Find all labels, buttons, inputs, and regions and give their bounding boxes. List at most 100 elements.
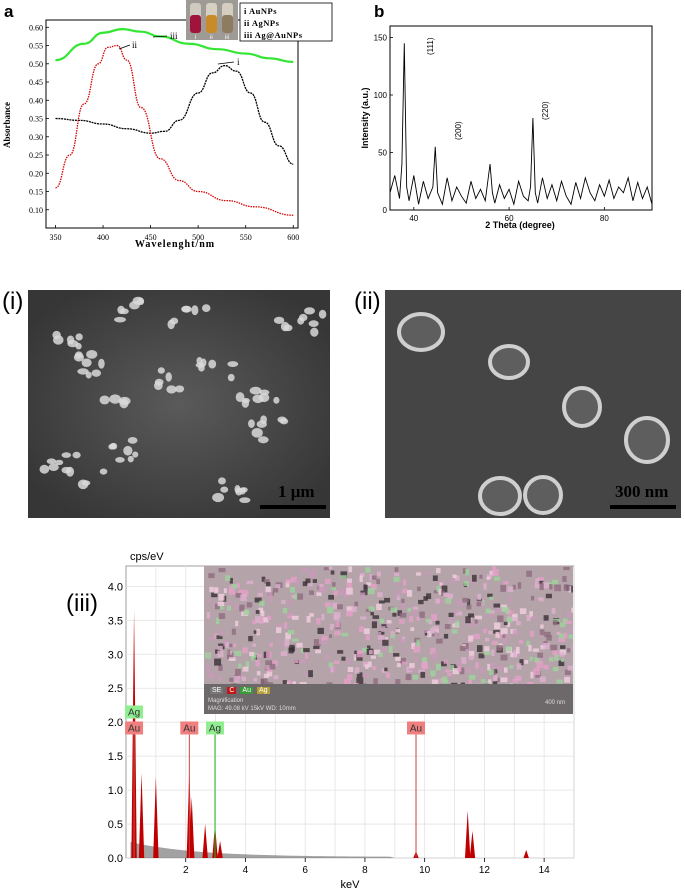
eds-map-dot [517,582,522,589]
eds-map-dot [283,622,288,629]
sem-particle [308,320,319,327]
eds-map-dot [571,607,573,613]
eds-map-dot [534,582,540,589]
eds-map-dot [381,647,389,652]
eds-map-dot [537,580,544,585]
eds-element-badge [125,705,144,719]
eds-map-dot [489,662,496,669]
sem-particle [277,416,287,423]
eds-map-dot [564,669,571,675]
eds-map-dot [542,582,549,589]
eds-map-dot [384,667,388,672]
eds-map-dot [256,653,262,658]
eds-map-dot [276,623,283,628]
eds-map-dot [255,616,262,624]
eds-map-dot [432,625,439,632]
eds-map-dot [448,593,453,599]
eds-map-dot [552,650,557,655]
eds-map-dot [269,642,273,648]
eds-map-dot [317,627,324,635]
eds-map-dot [447,672,452,677]
eds-map-dot [346,610,353,617]
sem-particle [119,308,129,315]
eds-map-dot [552,579,559,585]
eds-map-dot [372,615,380,619]
eds-map-dot [506,622,511,627]
eds-map-dot [323,641,328,645]
sem-particle [99,468,108,475]
eds-map-dot [572,644,573,650]
sem-particle [127,455,134,463]
eds-map-dot [492,566,496,570]
uvvis-ytick-label: 0.45 [29,78,43,87]
eds-map-dot [386,623,391,628]
eds-map-dot [505,607,510,614]
sem-image-i: 1 μm [28,290,330,518]
eds-map-dot [318,637,324,645]
eds-map-dot [469,650,475,656]
eds-map-dot [443,633,449,639]
vial-label-i: i [195,35,196,41]
eds-map-dot [475,615,483,620]
sem-nanoparticle [624,416,670,464]
eds-map-dot [378,652,383,658]
eds-map-dot [489,669,494,676]
eds-map-dot [316,618,321,625]
eds-map-dot [377,635,385,640]
uvvis-ytick-label: 0.25 [29,151,43,160]
uvvis-ytick-label: 0.20 [29,169,43,178]
eds-map-dot [225,642,230,648]
eds-map-dot [291,638,299,642]
eds-map-dot [359,575,363,582]
eds-map-dot [556,679,563,684]
eds-map-dot [441,661,447,667]
eds-map-dot [538,597,542,601]
sem-particle [61,452,72,458]
uvvis-xtick-label: 350 [50,233,62,242]
eds-map-dot [492,640,499,645]
eds-map-dot [540,624,544,629]
sem-particle [46,458,57,465]
eds-map-dot [552,620,558,626]
sem-particle [298,313,308,322]
eds-map-dot [218,593,225,601]
eds-map-dot [287,612,292,617]
eds-map-dot [540,597,544,602]
xrd-xtick-label: 80 [600,214,609,223]
eds-map-dot [416,639,420,647]
eds-map-dot [462,597,470,603]
eds-element-label: Au [410,723,422,734]
eds-map-dot [207,672,215,679]
sem-particle [52,335,64,345]
sem-particle [154,378,164,386]
eds-map-dot [371,575,377,580]
eds-map-dot [338,588,344,596]
eds-map-dot [512,584,516,590]
eds-map-dot [489,570,495,576]
eds-map-dot [243,589,249,597]
eds-map-dot [262,617,269,623]
eds-map-dot [301,567,309,573]
eds-map-dot [529,630,534,637]
eds-map-dot [255,659,260,667]
eds-map-dot [546,635,552,641]
eds-map-dot [480,679,486,683]
eds-element-label: Au [128,723,140,734]
eds-map-dot [537,577,545,581]
eds-map-dot [354,650,358,658]
eds-map-dot [500,584,506,592]
eds-map-dot [456,611,463,616]
eds-map-dot [303,671,307,676]
eds-map-dot [511,617,518,622]
uvvis-ytick-label: 0.60 [29,23,43,32]
eds-map-dot [432,575,438,581]
eds-map-dot [328,662,334,668]
eds-map-dot [231,628,236,635]
eds-xtick-label: 12 [479,865,491,876]
eds-map-dot [337,604,343,610]
eds-map-dot [370,655,377,659]
eds-map-dot [366,582,372,586]
eds-map-dot [246,602,253,608]
sem-particle [81,358,92,368]
uvvis-annot-iii: iii [170,31,178,41]
